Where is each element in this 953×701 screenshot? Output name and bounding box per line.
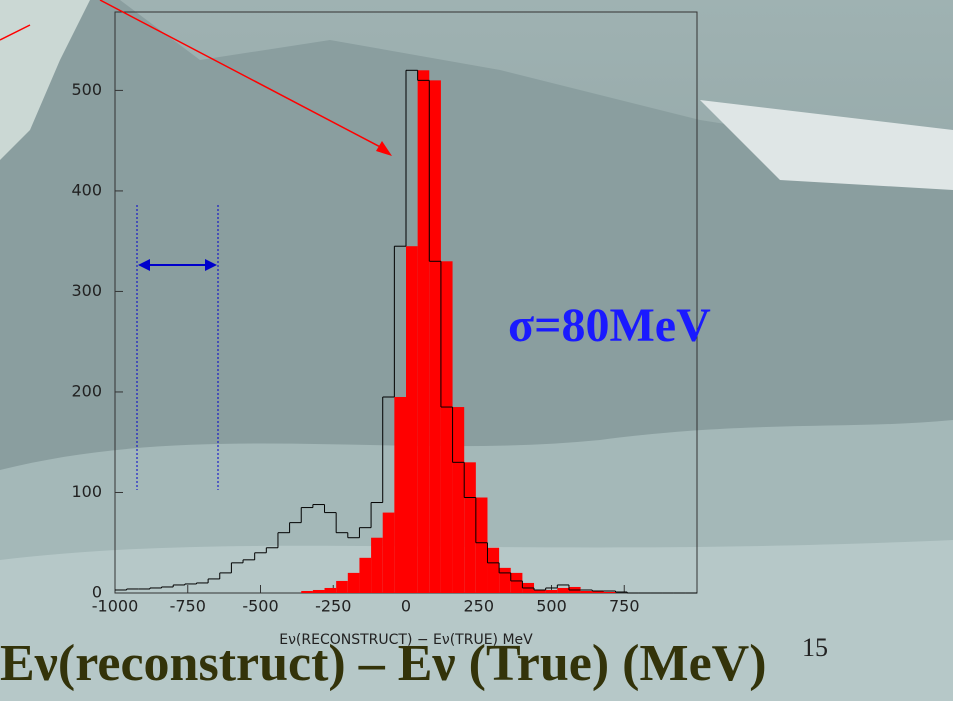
x-tick-label: 250 xyxy=(463,597,494,616)
x-tick-label: -500 xyxy=(242,597,278,616)
bar xyxy=(429,80,441,593)
x-tick-label: -1000 xyxy=(92,597,139,616)
y-tick-label: 500 xyxy=(71,80,102,99)
bar xyxy=(557,588,569,593)
bar xyxy=(313,590,325,593)
bar xyxy=(581,591,593,593)
y-tick-label: 300 xyxy=(71,281,102,300)
page-number: 15 xyxy=(802,633,828,662)
bar xyxy=(511,573,523,593)
bar xyxy=(301,591,313,593)
x-tick-label: -750 xyxy=(170,597,206,616)
y-tick-label: 200 xyxy=(71,381,102,400)
y-tick-label: 100 xyxy=(71,482,102,501)
x-tick-label: 0 xyxy=(401,597,411,616)
bar xyxy=(336,581,348,593)
bar xyxy=(476,498,488,593)
x-tick-label: 500 xyxy=(536,597,567,616)
bar xyxy=(359,558,371,593)
bar xyxy=(487,548,499,593)
annotation: σ=80MeV xyxy=(508,299,711,352)
bar xyxy=(348,573,360,593)
bar xyxy=(546,590,558,593)
x-tick-label: -250 xyxy=(315,597,351,616)
bar xyxy=(464,462,476,593)
bar xyxy=(371,538,383,593)
title: Eν(reconstruct) – Eν (True) (MeV) xyxy=(0,635,767,692)
bar xyxy=(325,588,337,593)
slide: 0100200300400500-1000-750-500-2500250500… xyxy=(0,0,953,701)
bar xyxy=(418,70,430,593)
x-tick-label: 750 xyxy=(609,597,640,616)
y-tick-label: 400 xyxy=(71,180,102,199)
bar xyxy=(406,246,418,593)
bar xyxy=(383,513,395,593)
bar xyxy=(499,568,511,593)
bar xyxy=(453,407,465,593)
bar xyxy=(604,592,616,593)
bar xyxy=(394,397,406,593)
page: 0100200300400500-1000-750-500-2500250500… xyxy=(0,0,953,701)
bar xyxy=(441,261,453,593)
